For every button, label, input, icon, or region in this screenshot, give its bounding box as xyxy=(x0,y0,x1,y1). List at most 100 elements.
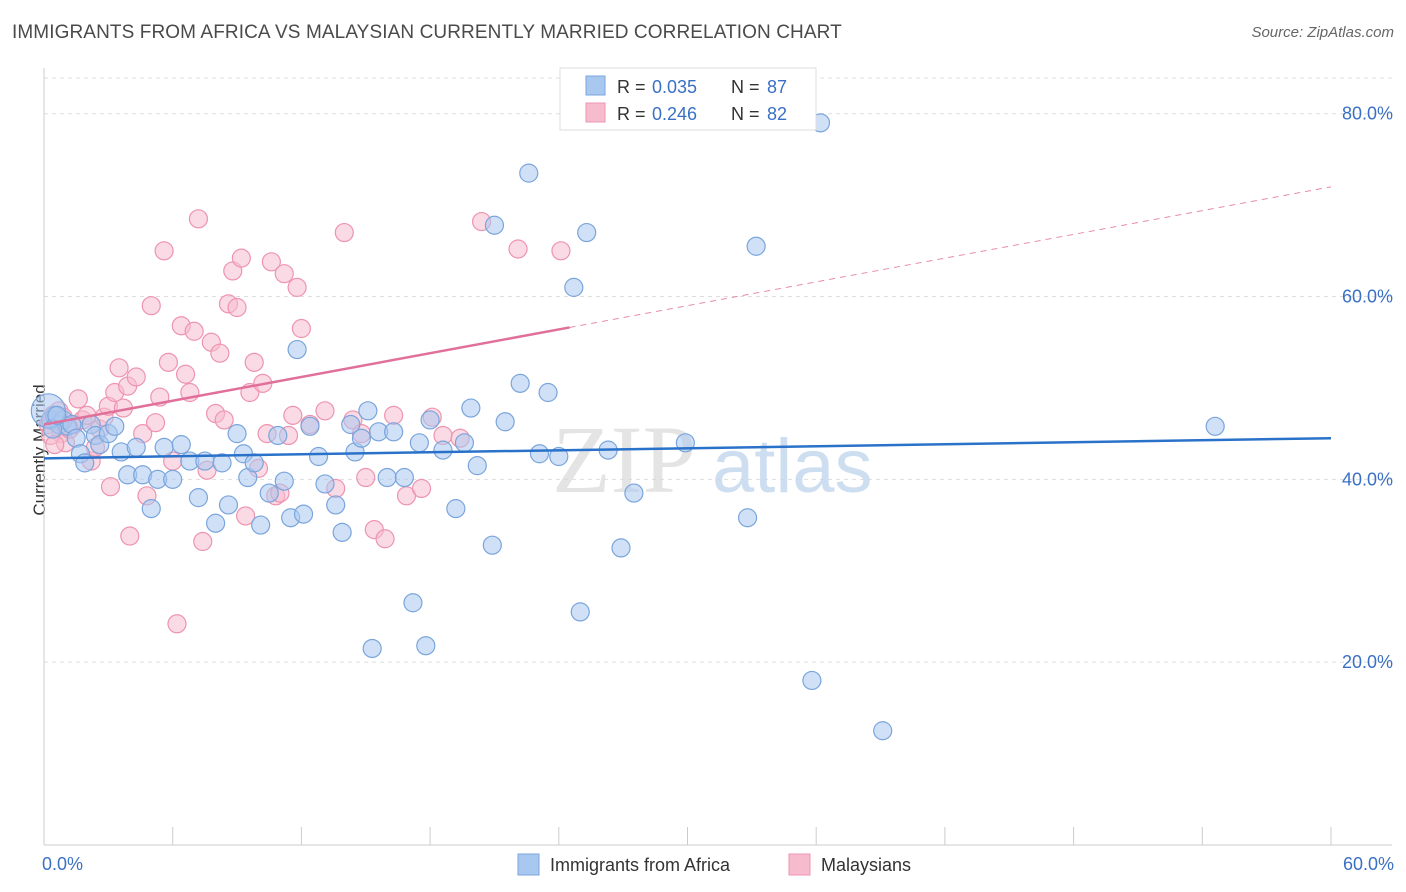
immigrants-from-africa-point xyxy=(519,163,539,183)
x-tick-labels: 0.0% 60.0% xyxy=(42,854,1394,874)
trend-lines xyxy=(43,186,1332,460)
immigrants-from-africa-point xyxy=(154,437,174,457)
malaysians-point xyxy=(188,209,209,229)
immigrants-from-africa-point xyxy=(227,424,247,444)
malaysians-point xyxy=(261,252,281,272)
malaysians-point xyxy=(236,506,256,526)
legend-blue-n-value: 87 xyxy=(767,77,787,97)
immigrants-from-africa-point xyxy=(384,422,404,442)
immigrants-from-africa-point xyxy=(287,339,307,360)
immigrants-from-africa-point xyxy=(358,401,378,421)
legend-bottom-pink-label: Malaysians xyxy=(821,855,911,875)
immigrants-from-africa-point xyxy=(268,425,288,446)
malaysians-point xyxy=(411,478,432,499)
immigrants-from-africa-point xyxy=(47,405,67,425)
watermark: ZIP atlas xyxy=(552,406,873,513)
immigrants-from-africa-point xyxy=(274,471,294,491)
malaysians-point xyxy=(227,297,247,318)
immigrants-from-africa-point xyxy=(577,222,597,243)
immigrants-from-africa-point xyxy=(188,488,209,508)
gridlines xyxy=(44,77,1392,663)
malaysians-point xyxy=(508,239,528,259)
immigrants-from-africa-point xyxy=(341,414,361,435)
immigrants-from-africa-point xyxy=(538,382,558,403)
legend-pink-r-label: R = xyxy=(617,104,651,124)
immigrants-from-africa-point xyxy=(873,721,893,741)
malaysians-point xyxy=(291,318,311,339)
legend-pink-swatch xyxy=(585,102,606,123)
immigrants-from-africa-point xyxy=(351,428,372,448)
legend-bottom-pink-swatch xyxy=(788,853,811,876)
malaysians-point xyxy=(193,531,213,552)
immigrants-from-africa-point xyxy=(1205,416,1225,436)
immigrants-from-africa-point xyxy=(126,437,146,457)
malaysians-point xyxy=(210,343,230,363)
immigrants-from-africa-point xyxy=(420,410,440,430)
immigrants-from-africa-point xyxy=(326,495,346,515)
immigrants-from-africa-point xyxy=(300,416,320,436)
immigrants-from-africa-point xyxy=(105,416,125,436)
malaysians-point xyxy=(184,321,204,341)
legend-bottom-blue-swatch xyxy=(517,853,540,876)
watermark-zip: ZIP xyxy=(552,406,696,513)
immigrants-from-africa-point xyxy=(564,277,584,297)
trend-line-immigrants-from-africa xyxy=(43,436,1332,460)
trend-line-malaysians-dashed xyxy=(569,186,1332,328)
x-tick-label-min: 0.0% xyxy=(42,854,83,874)
immigrants-from-africa-point xyxy=(482,535,502,555)
axes xyxy=(43,68,1392,846)
immigrants-from-africa-point xyxy=(737,508,758,528)
immigrants-from-africa-point xyxy=(293,504,314,524)
malaysians-point xyxy=(375,529,395,549)
y-tick-label: 80.0% xyxy=(1342,104,1393,124)
legend-pink-n-label: N = xyxy=(731,104,765,124)
immigrants-from-africa-point xyxy=(362,638,382,659)
y-tick-labels: 20.0% 40.0% 60.0% 80.0% xyxy=(1342,104,1393,672)
malaysians-point xyxy=(126,367,146,387)
immigrants-from-africa-point xyxy=(570,602,590,622)
immigrants-from-africa-point xyxy=(251,515,271,535)
malaysians-point xyxy=(145,413,166,433)
legend-blue-swatch xyxy=(585,75,606,96)
malaysians-point xyxy=(356,467,376,488)
immigrants-from-africa-point xyxy=(259,483,279,503)
legend-blue-r-label: R = xyxy=(617,77,651,97)
immigrants-from-africa-point xyxy=(611,538,631,558)
malaysians-point xyxy=(315,401,335,421)
immigrants-from-africa-point xyxy=(454,433,475,453)
malaysians-point xyxy=(244,352,264,372)
immigrants-from-africa-point xyxy=(163,469,183,489)
malaysians-point xyxy=(274,264,294,284)
malaysians-point xyxy=(141,296,161,316)
malaysians-point xyxy=(120,526,140,546)
immigrants-from-africa-point xyxy=(315,474,335,494)
malaysians-point xyxy=(551,241,571,261)
legend-series: Immigrants from Africa Malaysians xyxy=(517,853,911,876)
immigrants-from-africa-point xyxy=(495,412,515,432)
y-tick-label: 40.0% xyxy=(1342,469,1393,489)
legend-stats: R = 0.035 N = 87 R = 0.246 N = 82 xyxy=(559,67,817,131)
immigrants-from-africa-point xyxy=(171,435,191,455)
immigrants-from-africa-point xyxy=(141,499,161,519)
x-tick-marks xyxy=(43,827,1332,845)
immigrants-from-africa-point xyxy=(549,446,569,467)
immigrants-from-africa-point xyxy=(409,433,429,453)
immigrants-from-africa-point xyxy=(461,398,481,418)
immigrants-from-africa-point xyxy=(484,215,505,235)
malaysians-point xyxy=(167,614,187,634)
immigrants-from-africa-point xyxy=(218,495,239,515)
legend-pink-n-value: 82 xyxy=(767,104,787,124)
immigrants-from-africa-point xyxy=(377,467,397,488)
immigrants-from-africa-point xyxy=(802,670,822,691)
legend-bottom-blue-label: Immigrants from Africa xyxy=(550,855,731,875)
immigrants-from-africa-point xyxy=(394,467,414,488)
malaysians-point xyxy=(214,410,234,430)
x-tick-label-max: 60.0% xyxy=(1343,854,1394,874)
chart-source: Source: ZipAtlas.com xyxy=(1251,24,1394,41)
immigrants-from-africa-point xyxy=(510,373,530,393)
immigrants-from-africa-point xyxy=(244,453,264,473)
malaysians-point xyxy=(109,358,129,378)
legend-blue-r-value: 0.035 xyxy=(652,77,697,97)
malaysians-point xyxy=(384,405,404,425)
